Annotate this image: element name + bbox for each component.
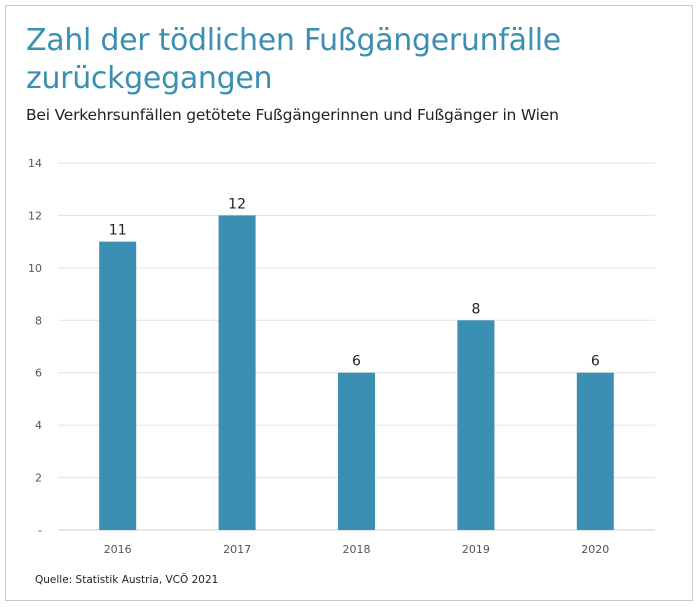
data-label: 6 [352,354,361,370]
bar [338,372,375,530]
data-label: 6 [591,354,600,370]
data-label: 8 [471,301,480,317]
y-tick-label: 2 [35,472,42,485]
x-tick-label: 2020 [581,543,609,556]
bar [457,320,495,530]
x-tick-label: 2018 [343,543,371,556]
x-tick-label: 2017 [223,543,251,556]
data-label: 12 [228,196,246,212]
data-label: 11 [109,223,127,239]
y-tick-label: 10 [28,262,42,275]
y-tick-label: 8 [35,314,42,327]
bar [218,215,256,530]
bar [576,372,614,530]
chart-subtitle: Bei Verkehrsunfällen getötete Fußgängeri… [26,106,559,124]
chart-title: Zahl der tödlichen Fußgängerunfälle zurü… [26,23,561,96]
x-tick-label: 2019 [462,543,490,556]
x-tick-label: 2016 [104,543,132,556]
y-tick-label: 12 [28,209,42,222]
bar [99,241,137,530]
source-note: Quelle: Statistik Austria, VCÖ 2021 [35,574,219,586]
y-tick-label: 4 [35,419,42,432]
y-tick-label: 6 [35,367,42,380]
y-tick-label: 14 [28,157,42,170]
y-tick-label: - [38,524,42,537]
